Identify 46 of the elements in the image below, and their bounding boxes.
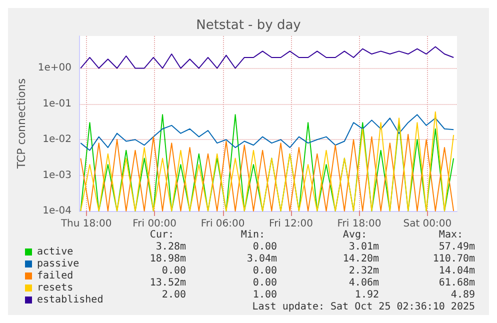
text: 0.00 (252, 266, 278, 276)
text: 0.00 (162, 266, 186, 276)
text: 3.28m (156, 242, 186, 252)
y-axis-title: TCP connections (15, 78, 28, 170)
text: 2.00 (162, 290, 186, 300)
legend-label: resets (37, 282, 74, 294)
y-tick-label: 1e-02 (42, 134, 72, 146)
x-tick-label: Sat 00:00 (403, 218, 452, 230)
x-tick-label: Thu 18:00 (60, 218, 112, 230)
y-tick-label: 1e-04 (42, 206, 72, 216)
text: 2.32m (348, 266, 380, 276)
legend-label: established (37, 294, 104, 306)
y-tick-label: 1e-01 (42, 98, 72, 110)
text: 18.98m (150, 254, 186, 264)
text: 0.00 (252, 242, 278, 252)
text: Min: (240, 230, 266, 240)
x-tick-label: Fri 06:00 (200, 218, 245, 230)
legend-label: failed (37, 270, 74, 282)
line-series (80, 114, 454, 151)
text: 3.04m (246, 254, 278, 264)
text: 110.70m (432, 254, 476, 264)
x-tick-label: Fri 18:00 (337, 218, 382, 230)
text: Avg: (342, 230, 368, 240)
y-tick-label: 1e+00 (38, 62, 72, 74)
text: 57.49m (438, 242, 475, 252)
text: Cur: (150, 230, 174, 240)
text: 4.06m (348, 278, 380, 288)
text: 13.52m (150, 278, 186, 288)
text: 3.01m (348, 242, 380, 252)
chart-title: Netstat - by day (196, 18, 302, 33)
legend-label: passive (37, 258, 80, 270)
text: Max: (438, 230, 464, 240)
text: 14.04m (438, 266, 475, 276)
line-series (80, 46, 454, 69)
text: 1.00 (252, 290, 278, 300)
legend-label: active (37, 246, 74, 258)
text: 4.89 (450, 290, 476, 300)
y-tick-label: 1e-03 (42, 170, 72, 181)
text: 1.92 (354, 290, 380, 300)
text: Last update: Sat Oct 25 02:36:10 2025 (252, 302, 476, 312)
x-tick-label: Fri 00:00 (132, 218, 177, 230)
text: 61.68m (438, 278, 475, 288)
x-tick-label: Fri 12:00 (269, 218, 313, 230)
text: 0.00 (252, 278, 278, 288)
line-series (80, 134, 454, 212)
text: 14.20m (342, 254, 379, 264)
